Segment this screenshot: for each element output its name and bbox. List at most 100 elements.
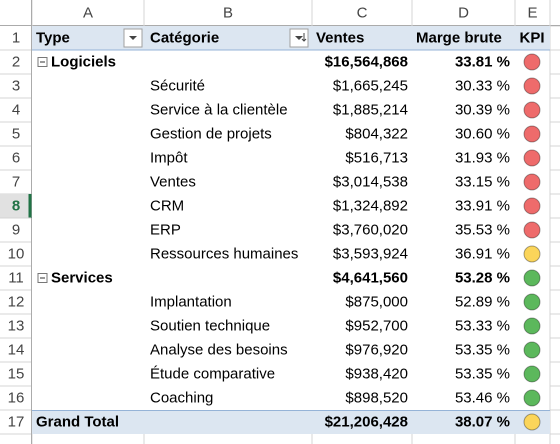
category-label: ERP bbox=[150, 222, 181, 239]
group-label: Logiciels bbox=[51, 54, 116, 71]
category-label: Implantation bbox=[150, 294, 232, 311]
category-label: Analyse des besoins bbox=[150, 342, 288, 359]
row-number: 10 bbox=[8, 246, 25, 263]
kpi-icon bbox=[523, 173, 541, 191]
margin-value: 33.91 % bbox=[455, 198, 510, 215]
kpi-icon bbox=[523, 341, 541, 359]
kpi-icon bbox=[523, 389, 541, 407]
sales-value: $4,641,560 bbox=[333, 270, 408, 287]
category-label: Sécurité bbox=[150, 78, 205, 95]
column-letter: E bbox=[527, 5, 537, 22]
sales-value: $3,760,020 bbox=[333, 222, 408, 239]
margin-value: 31.93 % bbox=[455, 150, 510, 167]
margin-value: 52.89 % bbox=[455, 294, 510, 311]
row-number: 4 bbox=[12, 102, 20, 119]
row-number: 13 bbox=[8, 318, 25, 335]
column-letter: A bbox=[83, 5, 93, 22]
row-number: 16 bbox=[8, 390, 25, 407]
row-number: 14 bbox=[8, 342, 25, 359]
sales-value: $516,713 bbox=[345, 150, 408, 167]
pivot-header-cell: Type bbox=[36, 30, 70, 47]
kpi-icon bbox=[523, 245, 541, 263]
sales-value: $875,000 bbox=[345, 294, 408, 311]
row-number: 8 bbox=[12, 198, 20, 215]
row-number: 1 bbox=[12, 30, 20, 47]
grand-total-label: Grand Total bbox=[36, 414, 119, 431]
category-label: Service à la clientèle bbox=[150, 102, 288, 119]
sales-value: $804,322 bbox=[345, 126, 408, 143]
category-label: CRM bbox=[150, 198, 184, 215]
pivot-header-cell: Marge brute bbox=[416, 30, 502, 47]
category-label: Coaching bbox=[150, 390, 213, 407]
row-number: 11 bbox=[8, 270, 24, 287]
sales-value: $3,014,538 bbox=[333, 174, 408, 191]
sales-value: $938,420 bbox=[345, 366, 408, 383]
margin-value: 53.35 % bbox=[455, 366, 510, 383]
kpi-icon bbox=[523, 197, 541, 215]
margin-value: 53.28 % bbox=[455, 270, 510, 287]
margin-value: 33.81 % bbox=[455, 54, 510, 71]
category-label: Gestion de projets bbox=[150, 126, 272, 143]
sales-value: $1,665,245 bbox=[333, 78, 408, 95]
margin-value: 36.91 % bbox=[455, 246, 510, 263]
margin-value: 53.33 % bbox=[455, 318, 510, 335]
sales-value: $16,564,868 bbox=[325, 54, 408, 71]
column-letter: B bbox=[223, 5, 233, 22]
row-number: 6 bbox=[12, 150, 20, 167]
kpi-icon bbox=[523, 149, 541, 167]
kpi-icon bbox=[523, 53, 541, 71]
sales-value: $976,920 bbox=[345, 342, 408, 359]
row-number: 3 bbox=[12, 78, 20, 95]
sales-value: $898,520 bbox=[345, 390, 408, 407]
category-label: Soutien technique bbox=[150, 318, 270, 335]
grand-total-bg bbox=[32, 410, 550, 434]
row-number: 12 bbox=[8, 294, 25, 311]
row-number: 2 bbox=[12, 54, 20, 71]
row-number: 9 bbox=[12, 222, 20, 239]
margin-value: 30.60 % bbox=[455, 126, 510, 143]
row-number: 7 bbox=[12, 174, 20, 191]
category-label: Impôt bbox=[150, 150, 188, 167]
kpi-icon bbox=[523, 317, 541, 335]
kpi-icon bbox=[523, 365, 541, 383]
pivot-header-cell: Catégorie bbox=[150, 30, 219, 47]
sales-value: $3,593,924 bbox=[333, 246, 408, 263]
sales-value: $1,885,214 bbox=[333, 102, 408, 119]
margin-value: 30.33 % bbox=[455, 78, 510, 95]
column-header-bar bbox=[0, 0, 560, 26]
pivot-header-cell: KPI bbox=[519, 30, 544, 47]
margin-value: 35.53 % bbox=[455, 222, 510, 239]
category-label: Étude comparative bbox=[150, 366, 275, 383]
sales-value: $1,324,892 bbox=[333, 198, 408, 215]
column-letter: D bbox=[458, 5, 469, 22]
category-label: Ventes bbox=[150, 174, 196, 191]
pivot-header-cell: Ventes bbox=[316, 30, 364, 47]
sales-value: $21,206,428 bbox=[325, 414, 408, 431]
kpi-icon bbox=[523, 125, 541, 143]
sort-indicator bbox=[301, 33, 307, 42]
filter-arrow bbox=[129, 36, 137, 40]
row-number: 5 bbox=[12, 126, 20, 143]
row-number: 17 bbox=[8, 414, 25, 431]
column-letter: C bbox=[357, 5, 368, 22]
kpi-icon bbox=[523, 101, 541, 119]
kpi-icon bbox=[523, 269, 541, 287]
selected-row-header bbox=[0, 194, 31, 218]
filter-arrow bbox=[295, 36, 303, 40]
kpi-icon bbox=[523, 221, 541, 239]
margin-value: 30.39 % bbox=[455, 102, 510, 119]
row-number: 15 bbox=[8, 366, 25, 383]
margin-value: 33.15 % bbox=[455, 174, 510, 191]
margin-value: 53.35 % bbox=[455, 342, 510, 359]
kpi-icon bbox=[523, 293, 541, 311]
category-label: Ressources humaines bbox=[150, 246, 298, 263]
margin-value: 53.46 % bbox=[455, 390, 510, 407]
group-label: Services bbox=[51, 270, 113, 287]
kpi-icon bbox=[523, 413, 541, 431]
kpi-icon bbox=[523, 77, 541, 95]
sales-value: $952,700 bbox=[345, 318, 408, 335]
margin-value: 38.07 % bbox=[455, 414, 510, 431]
